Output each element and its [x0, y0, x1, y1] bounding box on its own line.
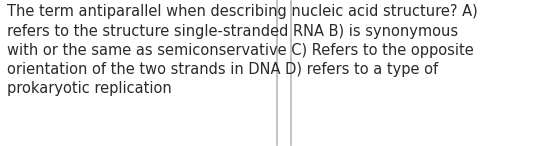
Text: The term antiparallel when describing nucleic acid structure? A)
refers to the s: The term antiparallel when describing nu… — [7, 4, 478, 96]
